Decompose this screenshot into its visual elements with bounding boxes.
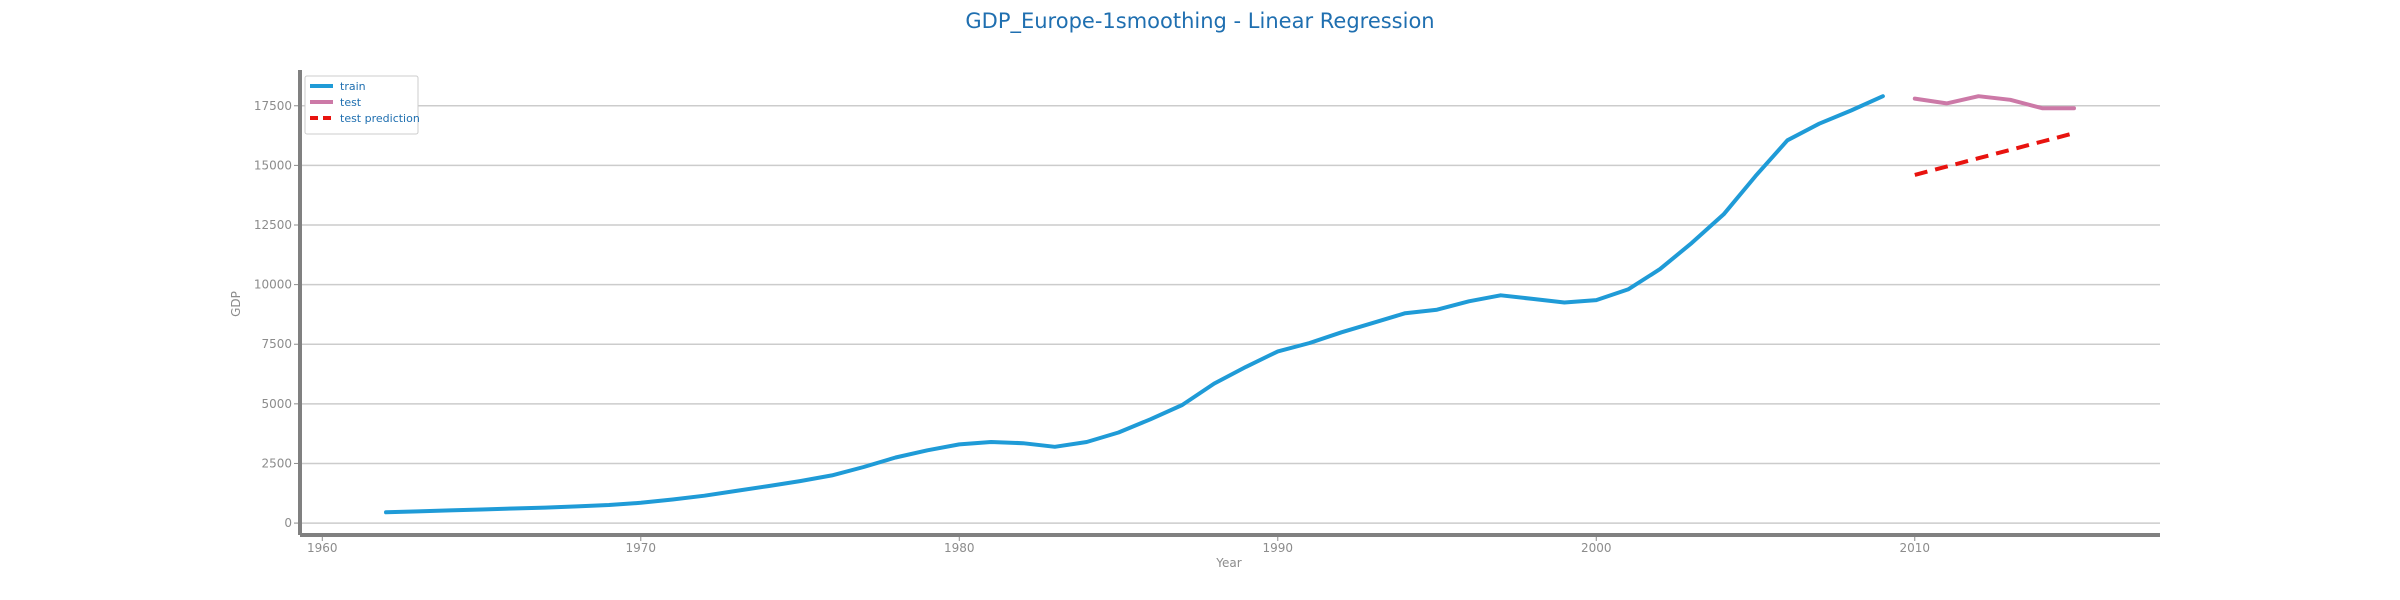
y-tick-label: 0 [284, 516, 292, 530]
legend-label: test prediction [340, 112, 420, 125]
y-tick-label: 5000 [261, 397, 292, 411]
legend-label: test [340, 96, 362, 109]
legend-box [304, 75, 419, 135]
legend-label: train [340, 80, 366, 93]
y-tick-label: 2500 [261, 456, 292, 470]
x-tick-label: 1970 [626, 541, 657, 555]
y-tick-label: 12500 [254, 218, 292, 232]
grid [294, 105, 2160, 524]
y-tick-label: 15000 [254, 158, 292, 172]
x-tick-label: 1980 [944, 541, 975, 555]
x-tick-label: 1960 [307, 541, 338, 555]
series-line-test [1912, 94, 2076, 111]
y-tick-label: 17500 [254, 99, 292, 113]
x-axis-label: Year [1215, 556, 1241, 570]
x-tick-label: 2000 [1581, 541, 1612, 555]
series [384, 94, 2076, 515]
x-tick-labels: 1960 1970 1980 1990 2000 2010 [307, 535, 1930, 555]
y-tick-labels: 0 2500 5000 7500 10000 12500 15000 17500 [254, 99, 292, 530]
x-tick-label: 2010 [1899, 541, 1930, 555]
y-tick-label: 7500 [261, 337, 292, 351]
y-tick-label: 10000 [254, 278, 292, 292]
x-tick-label: 1990 [1263, 541, 1294, 555]
chart-title: GDP_Europe-1smoothing - Linear Regressio… [965, 9, 1434, 34]
axes [298, 70, 2160, 537]
y-axis-label: GDP [229, 291, 243, 317]
legend: train test test prediction [304, 75, 420, 135]
series-line-train [384, 94, 1885, 515]
series-line-test-prediction [1914, 131, 2075, 177]
